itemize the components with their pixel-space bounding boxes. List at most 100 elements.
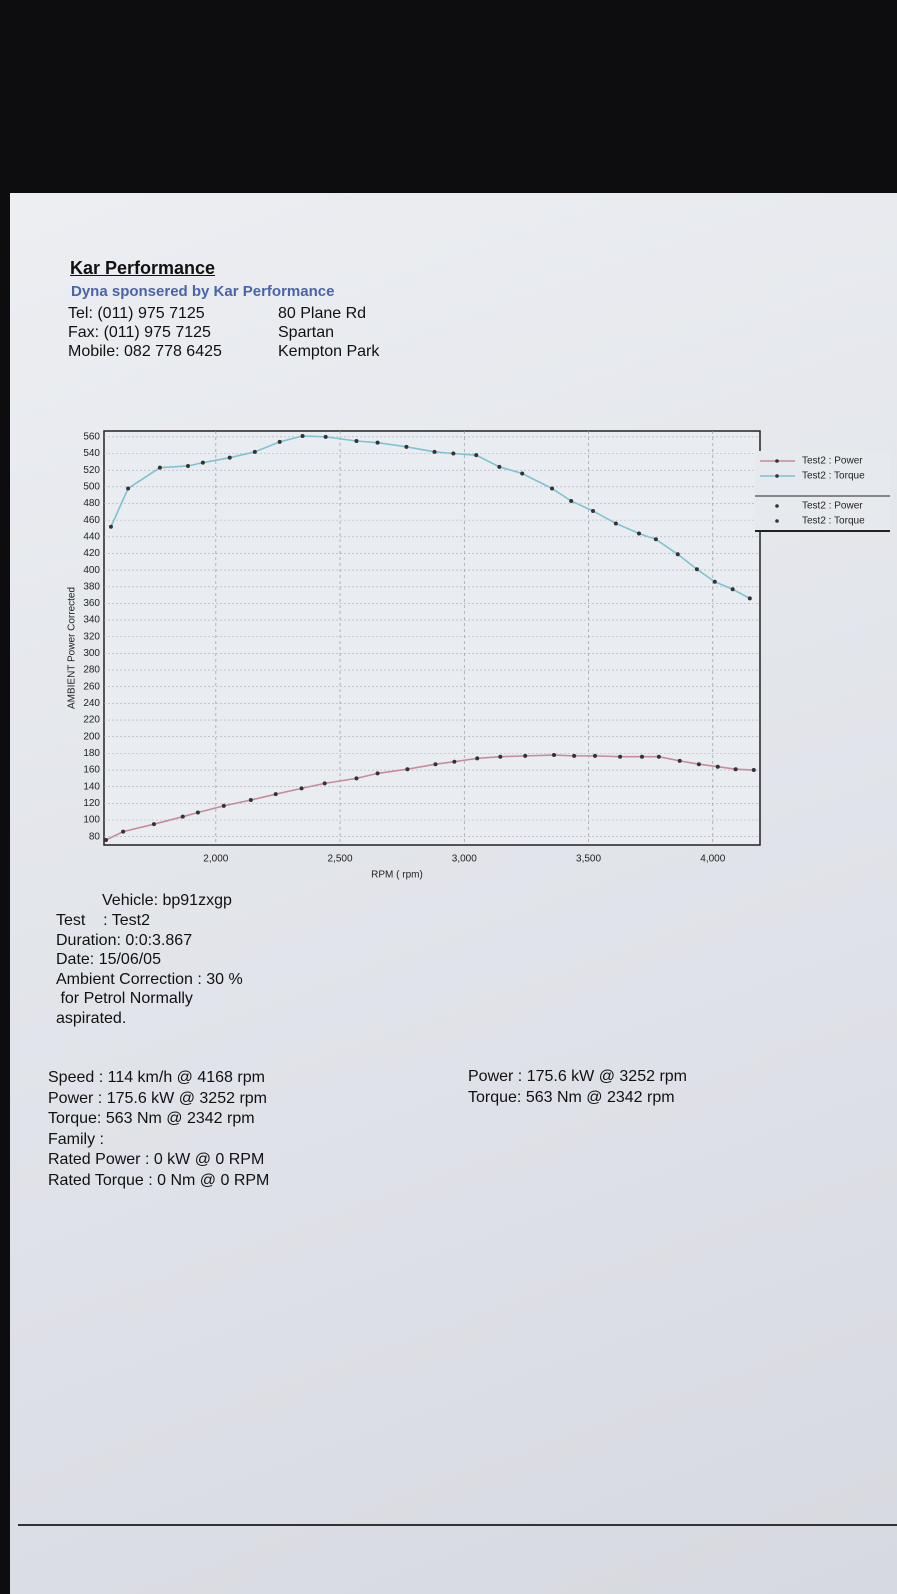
- legend-dot: [775, 474, 779, 478]
- data-point: [195, 810, 200, 815]
- data-point: [157, 465, 162, 470]
- y-tick-label: 480: [83, 498, 100, 509]
- x-tick-label: 3,000: [452, 854, 477, 865]
- data-point: [523, 753, 528, 758]
- y-tick-label: 220: [83, 715, 100, 726]
- contact-row: Mobile: 082 778 6425 Kempton Park: [68, 343, 379, 362]
- y-tick-label: 340: [83, 615, 100, 626]
- data-point: [433, 762, 438, 767]
- info-line: Vehicle: bp91zxgp: [102, 892, 232, 909]
- data-point: [185, 463, 190, 468]
- data-point: [322, 781, 327, 786]
- data-point: [200, 460, 205, 465]
- data-point: [694, 567, 699, 572]
- data-point: [300, 433, 305, 438]
- x-tick-label: 2,000: [203, 854, 228, 865]
- info-line: aspirated.: [56, 1009, 127, 1027]
- result-line: Power : 175.6 kW @ 3252 rpm: [48, 1089, 267, 1107]
- data-point: [151, 822, 156, 827]
- x-tick-label: 4,000: [700, 854, 725, 865]
- y-tick-label: 380: [83, 581, 100, 592]
- data-point: [354, 776, 359, 781]
- data-point: [497, 464, 502, 469]
- footer-rule: [18, 1524, 897, 1526]
- data-point: [636, 531, 641, 536]
- chart: 80 100 120 140 160 180 200 220 240 260 280 300 320 34…: [67, 430, 890, 881]
- contact-row: Fax: (011) 975 7125 Spartan: [68, 324, 379, 343]
- legend-label: Test2 : Power: [802, 501, 863, 512]
- data-point: [273, 792, 278, 797]
- results-right: Power : 175.6 kW @ 3252 rpm Torque: 563 N…: [468, 1068, 687, 1109]
- test-info: Vehicle: bp91zxgp Test : Test2 Duration: 0…: [56, 892, 243, 1029]
- data-point: [733, 767, 738, 772]
- data-point: [675, 552, 680, 557]
- y-tick-label: 540: [83, 448, 100, 459]
- data-point: [639, 754, 644, 759]
- contact-row: Tel: (011) 975 7125 80 Plane Rd: [68, 305, 379, 324]
- data-point: [227, 455, 232, 460]
- data-point: [103, 838, 108, 843]
- data-point: [677, 758, 682, 763]
- data-point: [613, 521, 618, 526]
- data-point: [404, 444, 409, 449]
- y-tick-label: 500: [83, 481, 100, 492]
- y-tick-label: 120: [83, 798, 100, 809]
- legend-label: Test2 : Torque: [802, 471, 865, 482]
- data-point: [520, 471, 525, 476]
- y-tick-label: 200: [83, 731, 100, 742]
- y-tick-label: 180: [83, 748, 100, 759]
- y-tick-label: 360: [83, 598, 100, 609]
- paper: [10, 193, 897, 1594]
- x-tick-label: 2,500: [328, 854, 353, 865]
- data-point: [180, 814, 185, 819]
- legend-dot: [775, 519, 779, 523]
- data-point: [451, 451, 456, 456]
- data-point: [375, 440, 380, 445]
- y-tick-label: 240: [83, 698, 100, 709]
- y-tick-label: 400: [83, 565, 100, 576]
- legend-box: [755, 451, 890, 531]
- data-point: [618, 754, 623, 759]
- results-left: Speed : 114 km/h @ 4168 rpm Power : 175.6…: [48, 1069, 269, 1192]
- data-point: [252, 449, 257, 454]
- data-point: [747, 596, 752, 601]
- data-point: [108, 524, 113, 529]
- plot-area: [103, 430, 761, 846]
- data-point: [126, 486, 131, 491]
- data-point: [221, 803, 226, 808]
- contact-cell: Tel: (011) 975 7125: [68, 305, 205, 322]
- result-line: Rated Power : 0 kW @ 0 RPM: [48, 1151, 265, 1168]
- data-point: [712, 579, 717, 584]
- data-point: [751, 768, 756, 773]
- data-point: [550, 486, 555, 491]
- result-line: Speed : 114 km/h @ 4168 rpm: [48, 1069, 265, 1086]
- legend-dot: [775, 504, 779, 508]
- y-tick-label: 300: [83, 648, 100, 659]
- legend-dot: [775, 459, 779, 463]
- info-line: Duration: 0:0:3.867: [56, 931, 193, 949]
- data-point: [715, 764, 720, 769]
- data-point: [593, 753, 598, 758]
- y-tick-label: 520: [83, 465, 100, 476]
- contact-cell: Fax: (011) 975 7125: [68, 324, 211, 341]
- x-tick-label: 3,500: [576, 854, 601, 865]
- info-line: Date: 15/06/05: [56, 951, 161, 968]
- x-axis-label: RPM ( rpm): [371, 870, 423, 881]
- data-point: [653, 537, 658, 542]
- y-tick-label: 160: [83, 765, 100, 776]
- y-tick-label: 260: [83, 681, 100, 692]
- data-point: [572, 753, 577, 758]
- result-line: Family :: [48, 1130, 104, 1148]
- data-point: [474, 453, 479, 458]
- data-point: [277, 439, 282, 444]
- subtitle: Dyna sponsered by Kar Performance: [71, 283, 335, 300]
- data-point: [375, 771, 380, 776]
- contact-cell: 80 Plane Rd: [278, 305, 367, 322]
- data-point: [299, 786, 304, 791]
- data-point: [498, 754, 503, 759]
- contact-cell: Mobile: 082 778 6425: [68, 343, 222, 360]
- legend-label: Test2 : Torque: [802, 516, 865, 527]
- contact-cell: Kempton Park: [278, 343, 380, 360]
- info-line: Test : Test2: [56, 912, 150, 929]
